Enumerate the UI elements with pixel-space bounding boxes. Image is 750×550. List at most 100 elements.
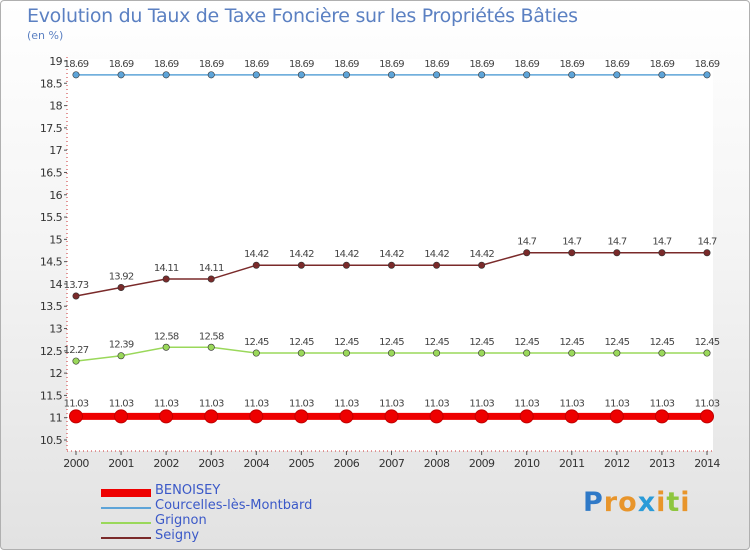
data-label: 11.03 (199, 398, 224, 409)
data-label: 12.45 (379, 337, 404, 348)
data-point (117, 284, 125, 292)
logo-letter: r (603, 487, 619, 518)
data-label: 11.03 (64, 398, 89, 409)
data-point (433, 349, 441, 357)
data-point (703, 249, 711, 257)
x-tick-label: 2014 (694, 457, 720, 470)
data-point (523, 349, 531, 357)
data-label: 18.69 (244, 59, 269, 70)
data-label: 12.45 (424, 337, 449, 348)
y-tick-label: 11.5 (40, 389, 63, 402)
data-point (613, 71, 621, 79)
data-label: 18.69 (695, 59, 720, 70)
data-label: 12.58 (154, 331, 179, 342)
data-point (564, 409, 579, 424)
y-tick-label: 15 (49, 233, 62, 246)
data-label: 14.11 (154, 263, 179, 274)
data-label: 12.45 (334, 337, 359, 348)
x-tick-label: 2005 (289, 457, 315, 470)
y-tick-label: 17 (49, 144, 62, 157)
data-point (519, 409, 534, 424)
legend-label: Courcelles-lès-Montbard (155, 498, 313, 513)
data-label: 14.7 (562, 237, 582, 248)
y-tick-label: 12.5 (40, 345, 63, 358)
data-label: 11.03 (605, 398, 630, 409)
data-label: 12.45 (695, 337, 720, 348)
data-label: 11.03 (154, 398, 179, 409)
data-label: 18.69 (199, 59, 224, 70)
logo-letter: i (656, 487, 667, 518)
data-point (342, 71, 350, 79)
data-label: 12.45 (289, 337, 314, 348)
data-point (162, 275, 170, 283)
data-point (162, 71, 170, 79)
data-label: 14.42 (424, 249, 449, 260)
x-tick-label: 2000 (63, 457, 89, 470)
data-label: 18.69 (424, 59, 449, 70)
data-label: 18.69 (650, 59, 675, 70)
legend-swatch (101, 506, 151, 509)
y-tick-label: 18.5 (40, 77, 63, 90)
data-point (72, 71, 80, 79)
data-label: 14.7 (652, 237, 672, 248)
data-label: 11.03 (334, 398, 359, 409)
data-label: 18.69 (379, 59, 404, 70)
data-label: 11.03 (650, 398, 675, 409)
data-point (703, 71, 711, 79)
logo-letter: P (583, 487, 604, 518)
x-tick-label: 2006 (334, 457, 360, 470)
data-label: 18.69 (289, 59, 314, 70)
y-tick-label: 11 (49, 412, 62, 425)
x-tick-label: 2003 (198, 457, 224, 470)
data-label: 18.69 (605, 59, 630, 70)
y-tick-label: 18 (49, 100, 62, 113)
x-tick-label: 2013 (649, 457, 675, 470)
data-label: 14.7 (697, 237, 717, 248)
data-label: 14.11 (199, 263, 224, 274)
data-point (658, 349, 666, 357)
x-tick-label: 2001 (108, 457, 134, 470)
data-label: 11.03 (379, 398, 404, 409)
y-tick-label: 13.5 (40, 300, 63, 313)
data-point (342, 261, 350, 269)
y-tick-label: 13 (49, 323, 62, 336)
data-point (252, 261, 260, 269)
data-label: 11.03 (289, 398, 314, 409)
legend-swatch (101, 488, 151, 497)
data-point (387, 261, 395, 269)
data-point (613, 249, 621, 257)
data-point (342, 349, 350, 357)
data-label: 11.03 (424, 398, 449, 409)
data-label: 18.69 (334, 59, 359, 70)
data-point (429, 409, 444, 424)
data-label: 14.42 (244, 249, 269, 260)
data-point (207, 275, 215, 283)
legend-swatch (101, 521, 151, 524)
data-label: 18.69 (109, 59, 134, 70)
data-label: 12.58 (199, 331, 224, 342)
data-point (658, 71, 666, 79)
data-label: 13.92 (109, 272, 134, 283)
data-point (207, 71, 215, 79)
data-point (700, 409, 714, 424)
data-label: 12.45 (514, 337, 539, 348)
data-label: 11.03 (695, 398, 720, 409)
data-label: 14.42 (289, 249, 314, 260)
y-tick-label: 12 (49, 367, 62, 380)
data-point (159, 409, 174, 424)
x-tick-label: 2002 (153, 457, 179, 470)
x-tick-label: 2012 (604, 457, 630, 470)
data-point (478, 349, 486, 357)
logo-letter: t (666, 487, 681, 518)
data-label: 14.7 (517, 237, 537, 248)
data-label: 18.69 (469, 59, 494, 70)
data-point (204, 409, 219, 424)
data-label: 12.45 (469, 337, 494, 348)
data-label: 12.27 (64, 345, 89, 356)
chart-title: Evolution du Taux de Taxe Foncière sur l… (27, 5, 578, 27)
data-label: 18.69 (514, 59, 539, 70)
data-label: 14.42 (334, 249, 359, 260)
x-tick-label: 2004 (243, 457, 269, 470)
